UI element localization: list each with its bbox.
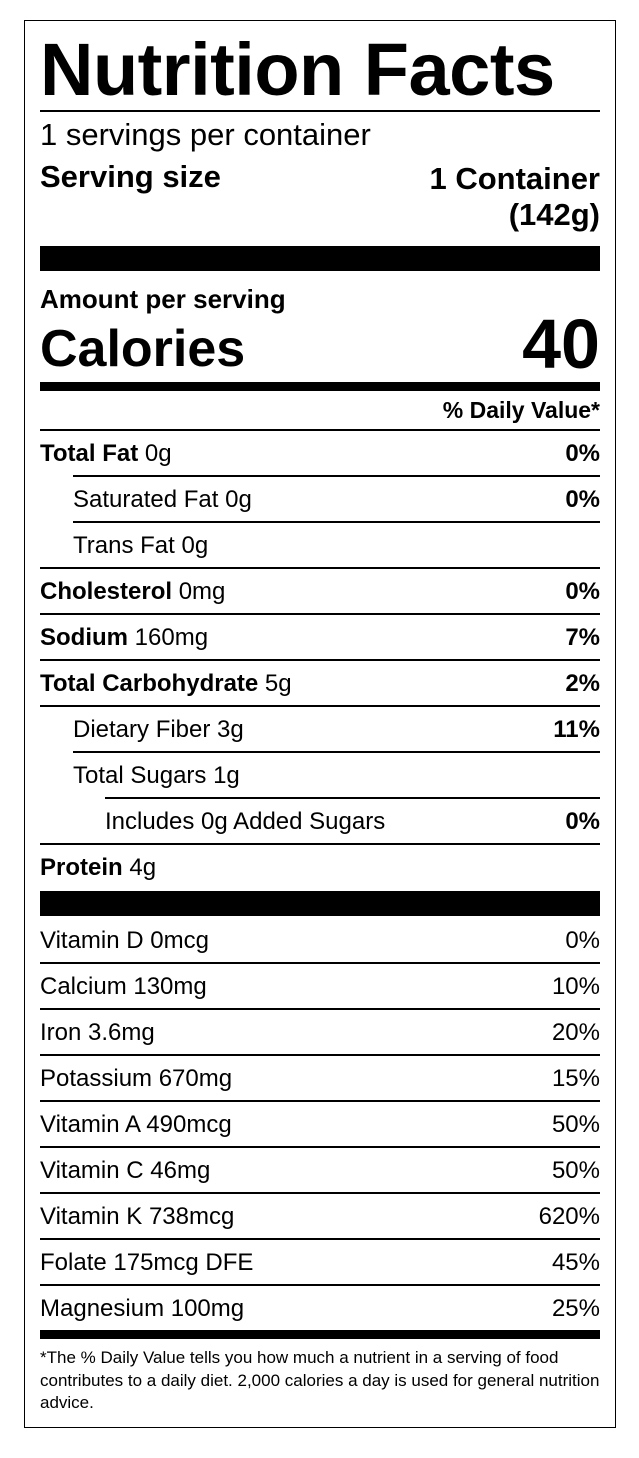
row-divider xyxy=(40,843,600,845)
vitamin-daily-value: 15% xyxy=(551,1065,600,1092)
row-divider xyxy=(40,705,600,707)
nutrient-amount: 3g xyxy=(210,716,244,743)
vitamin-daily-value: 10% xyxy=(551,973,600,1000)
footnote: *The % Daily Value tells you how much a … xyxy=(40,1348,600,1413)
calories-value: 40 xyxy=(522,305,600,383)
row-divider xyxy=(40,1008,600,1010)
vitamin-daily-value: 620% xyxy=(538,1203,600,1230)
nutrient-label: Trans Fat xyxy=(73,532,175,559)
nutrient-daily-value: 7% xyxy=(565,624,600,651)
vitamin-name: Vitamin K 738mcg xyxy=(40,1203,235,1230)
vitamin-name: Vitamin D 0mcg xyxy=(40,927,209,954)
row-divider xyxy=(105,797,600,799)
divider xyxy=(40,110,600,112)
label-title: Nutrition Facts xyxy=(40,28,555,111)
nutrient-amount: 0g xyxy=(138,440,172,467)
row-divider xyxy=(40,1192,600,1194)
nutrient-name: Total Carbohydrate 5g xyxy=(40,672,292,696)
daily-value-header: % Daily Value* xyxy=(442,397,600,423)
vitamin-name: Magnesium 100mg xyxy=(40,1295,245,1322)
thick-divider-vitamins xyxy=(40,891,600,916)
amount-per-serving: Amount per serving xyxy=(40,284,286,314)
row-divider xyxy=(73,521,600,523)
servings-per-container: 1 servings per container xyxy=(40,117,371,152)
nutrient-daily-value: 0% xyxy=(565,440,600,467)
nutrient-label: Total Fat xyxy=(40,440,139,467)
row-divider xyxy=(40,962,600,964)
vitamin-name: Folate 175mcg DFE xyxy=(40,1249,254,1276)
serving-size-value: 1 Container (142g) xyxy=(340,161,600,233)
nutrient-label: Includes 0g Added Sugars xyxy=(105,808,386,835)
nutrient-name: Cholesterol 0mg xyxy=(40,580,225,604)
vitamin-name: Iron 3.6mg xyxy=(40,1019,155,1046)
nutrient-amount: 0g xyxy=(218,486,252,513)
vitamin-daily-value: 25% xyxy=(551,1295,600,1322)
serving-size-label: Serving size xyxy=(40,159,221,194)
vitamin-daily-value: 20% xyxy=(551,1019,600,1046)
row-divider xyxy=(40,659,600,661)
nutrient-label: Sodium xyxy=(40,624,128,651)
row-divider xyxy=(40,1146,600,1148)
nutrition-label: Nutrition Facts 1 servings per container… xyxy=(24,20,616,1428)
nutrient-name: Protein 4g xyxy=(40,856,156,880)
nutrient-name: Includes 0g Added Sugars xyxy=(105,810,385,834)
row-divider xyxy=(40,1238,600,1240)
medium-divider xyxy=(40,382,600,391)
nutrient-amount: 0mg xyxy=(172,578,226,605)
nutrient-amount: 5g xyxy=(258,670,292,697)
nutrient-name: Sodium 160mg xyxy=(40,626,208,650)
vitamin-name: Vitamin A 490mcg xyxy=(40,1111,232,1138)
nutrient-name: Saturated Fat 0g xyxy=(73,488,252,512)
nutrient-daily-value: 0% xyxy=(565,486,600,513)
nutrient-amount: 1g xyxy=(206,762,240,789)
vitamin-name: Calcium 130mg xyxy=(40,973,207,1000)
nutrient-amount: 160mg xyxy=(128,624,209,651)
nutrient-label: Protein xyxy=(40,854,123,881)
row-divider xyxy=(73,751,600,753)
row-divider xyxy=(40,1054,600,1056)
vitamin-daily-value: 45% xyxy=(551,1249,600,1276)
nutrient-daily-value: 0% xyxy=(565,578,600,605)
row-divider xyxy=(40,429,600,431)
nutrient-label: Saturated Fat xyxy=(73,486,219,513)
row-divider xyxy=(40,567,600,569)
vitamin-daily-value: 50% xyxy=(551,1157,600,1184)
row-divider xyxy=(73,475,600,477)
row-divider xyxy=(40,1284,600,1286)
nutrient-amount: 4g xyxy=(122,854,157,881)
row-divider xyxy=(40,613,600,615)
nutrient-name: Total Fat 0g xyxy=(40,442,172,466)
nutrient-name: Trans Fat 0g xyxy=(73,534,208,558)
nutrient-name: Total Sugars 1g xyxy=(73,764,240,788)
nutrient-daily-value: 2% xyxy=(565,670,600,697)
serving-size-value-line1: 1 Container xyxy=(429,161,600,196)
nutrient-name: Dietary Fiber 3g xyxy=(73,718,244,742)
nutrient-daily-value: 0% xyxy=(565,808,600,835)
vitamin-name: Potassium 670mg xyxy=(40,1065,233,1092)
vitamin-name: Vitamin C 46mg xyxy=(40,1157,211,1184)
thick-divider xyxy=(40,246,600,271)
nutrient-daily-value: 11% xyxy=(553,716,600,743)
calories-label: Calories xyxy=(40,320,246,378)
vitamin-daily-value: 0% xyxy=(565,927,600,954)
row-divider xyxy=(40,1100,600,1102)
nutrient-label: Total Sugars xyxy=(73,762,207,789)
footer-divider xyxy=(40,1330,600,1339)
serving-size-value-line2: (142g) xyxy=(508,196,600,232)
vitamin-daily-value: 50% xyxy=(551,1111,600,1138)
nutrient-label: Dietary Fiber xyxy=(73,716,211,743)
nutrient-label: Total Carbohydrate xyxy=(40,670,259,697)
nutrient-amount: 0g xyxy=(174,532,209,559)
nutrient-label: Cholesterol xyxy=(40,578,173,605)
